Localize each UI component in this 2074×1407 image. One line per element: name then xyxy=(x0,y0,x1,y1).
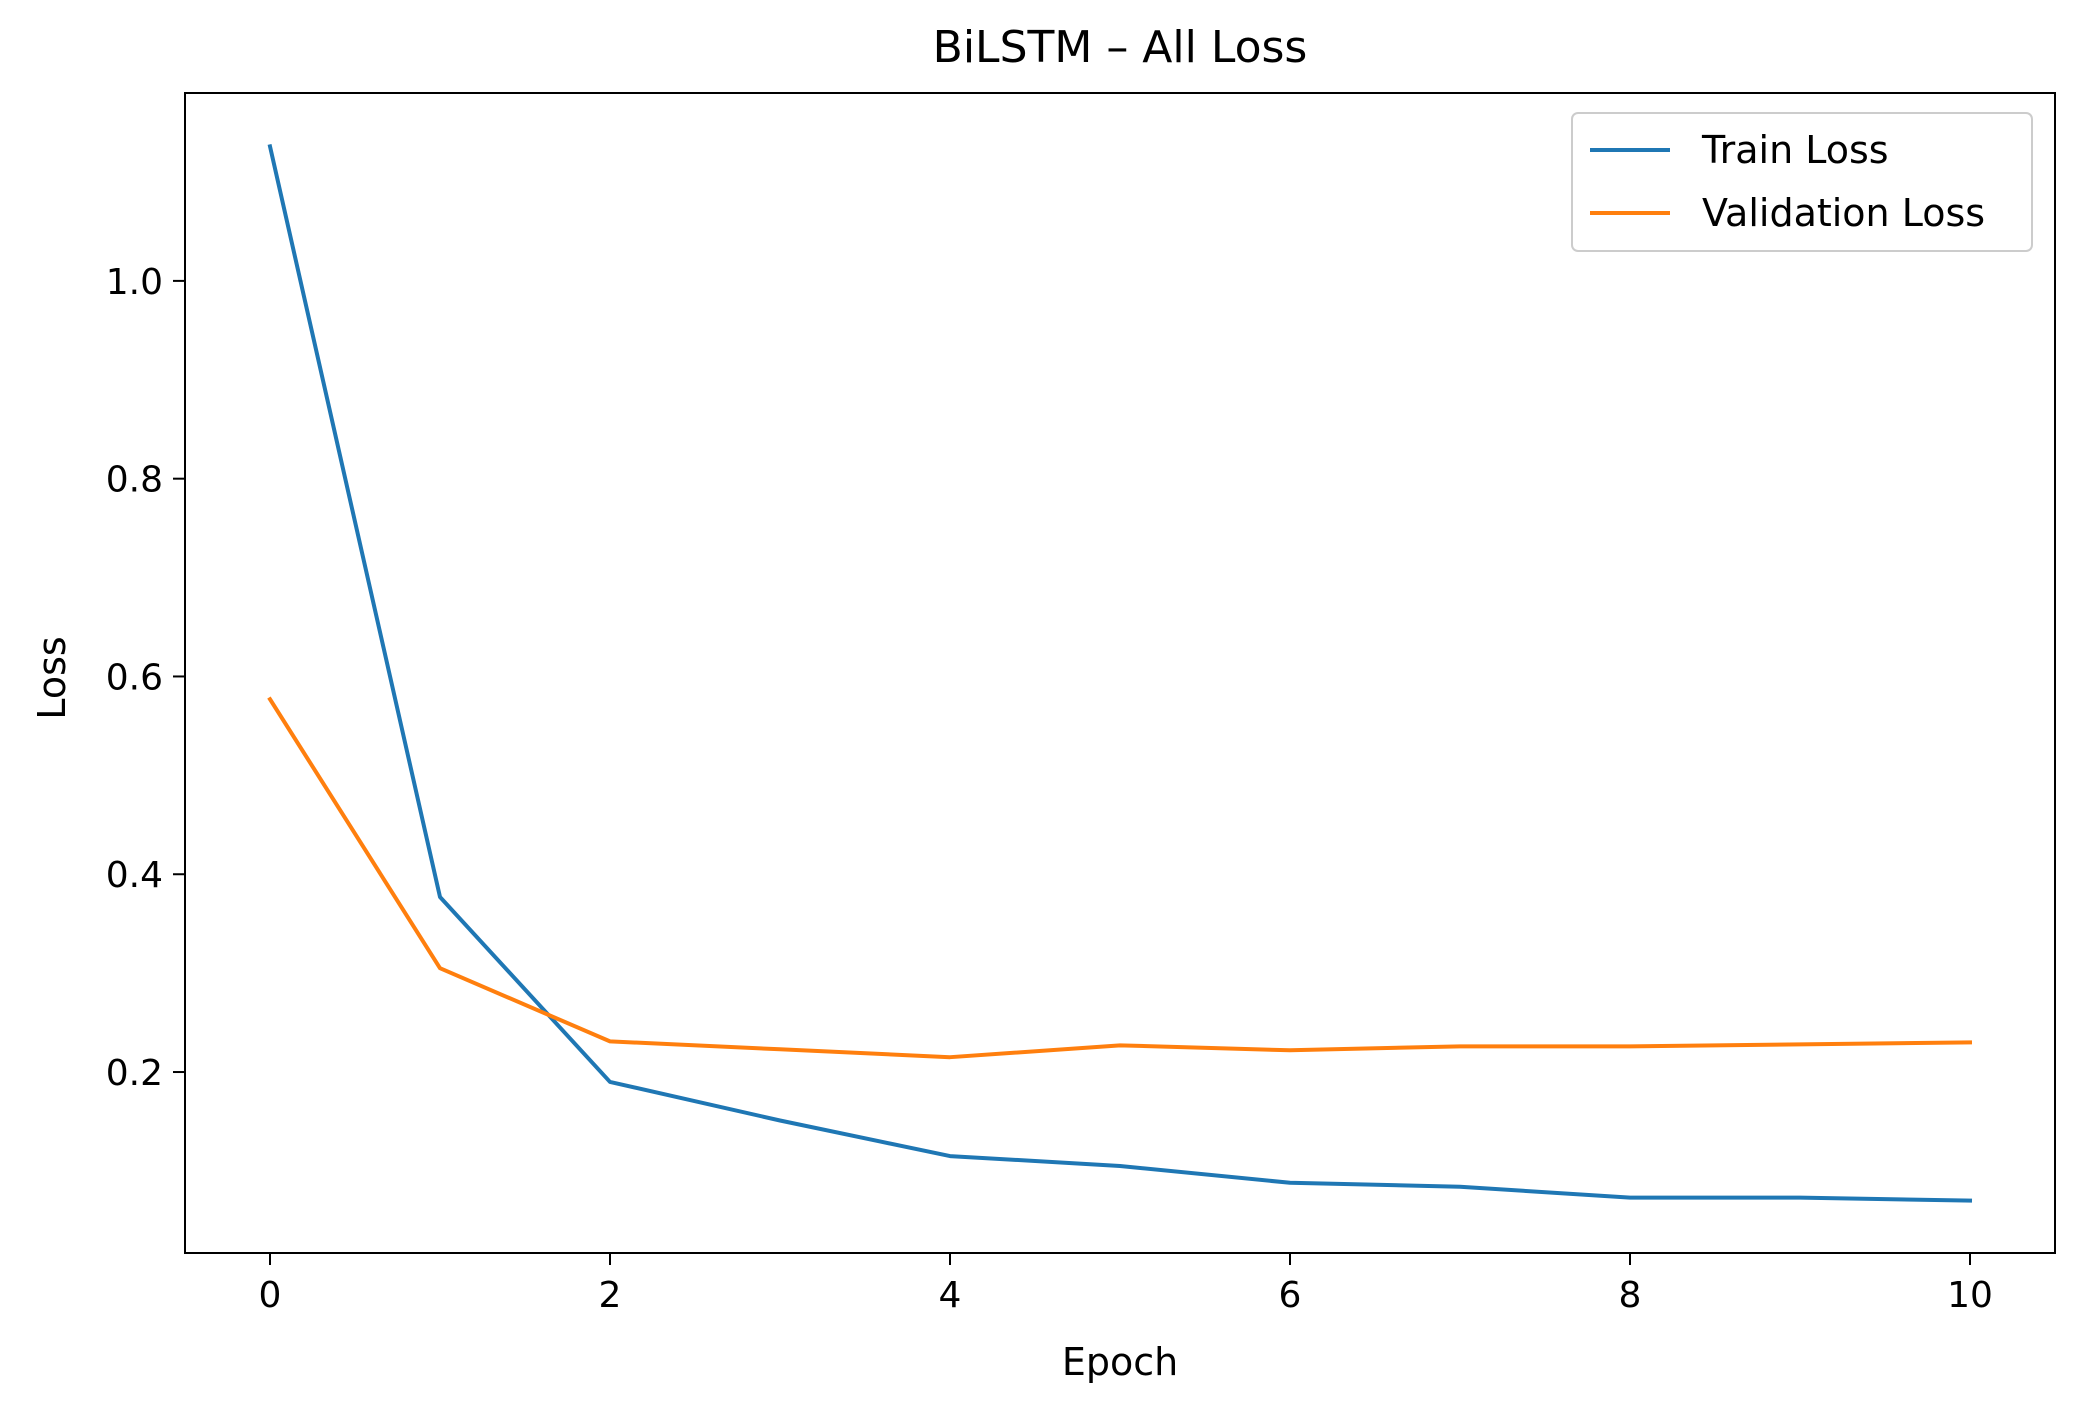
x-tick-label: 10 xyxy=(1947,1275,1993,1316)
legend-label-0: Train Loss xyxy=(1701,128,1889,172)
series-line-0 xyxy=(267,144,1973,1203)
x-axis: 0 2 4 6 8 10 xyxy=(259,1253,1993,1316)
x-tick-label: 6 xyxy=(1279,1275,1302,1316)
series-layer xyxy=(267,144,1973,1203)
x-tick-label: 0 xyxy=(259,1275,282,1316)
y-tick-label: 0.8 xyxy=(106,460,163,501)
legend: Train Loss Validation Loss xyxy=(1571,112,2033,252)
y-tick-label: 1.0 xyxy=(106,262,163,303)
x-tick-label: 8 xyxy=(1619,1275,1642,1316)
y-axis: 0.2 0.4 0.6 0.8 1.0 xyxy=(106,262,185,1094)
x-tick-label: 4 xyxy=(939,1275,962,1316)
y-axis-label: Loss xyxy=(30,636,74,719)
series-line-1 xyxy=(267,696,1973,1060)
x-tick-label: 2 xyxy=(599,1275,622,1316)
plot-frame xyxy=(184,92,2056,1254)
x-axis-label: Epoch xyxy=(1062,1340,1178,1384)
y-tick-label: 0.6 xyxy=(106,657,163,698)
y-tick-label: 0.2 xyxy=(106,1053,163,1094)
legend-box xyxy=(1571,112,2033,252)
chart-title: BiLSTM – All Loss xyxy=(933,22,1308,73)
legend-label-1: Validation Loss xyxy=(1702,191,1985,235)
y-tick-label: 0.4 xyxy=(106,855,163,896)
